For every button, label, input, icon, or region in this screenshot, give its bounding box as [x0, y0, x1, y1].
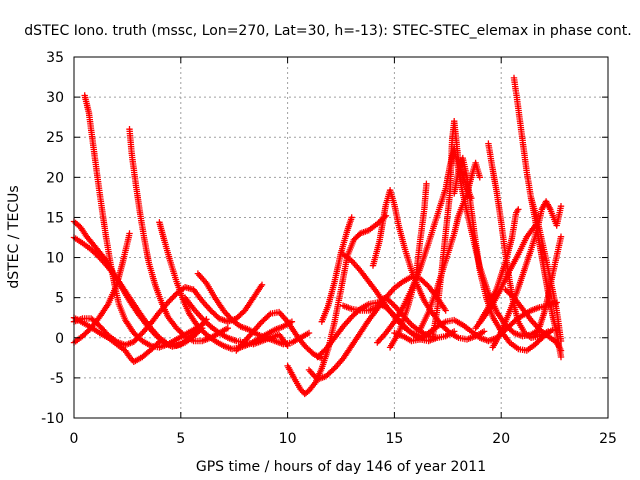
series-18	[369, 187, 488, 343]
data-point	[330, 366, 337, 373]
data-point	[480, 328, 488, 335]
y-axis-label: dSTEC / TECUs	[6, 185, 22, 288]
series-32	[502, 286, 565, 354]
plot-frame	[73, 56, 609, 419]
y-tick-label: 20	[46, 170, 64, 186]
y-tick-label: 30	[46, 90, 64, 106]
data-point	[156, 338, 163, 345]
x-tick-label: 0	[70, 431, 79, 447]
y-tick-label: 5	[55, 291, 64, 307]
data-point	[154, 339, 162, 347]
series-23	[451, 154, 556, 354]
data-point	[305, 329, 313, 337]
x-tick-label: 20	[492, 431, 510, 447]
data-point	[442, 307, 449, 314]
series-20	[386, 180, 430, 351]
y-tick-label: 35	[46, 50, 64, 66]
data-point	[258, 281, 266, 288]
data-marks	[70, 74, 565, 398]
y-tick-labels: -10 -5 0 5 10 15 20 25 30 35	[41, 50, 64, 427]
y-tick-label: 10	[46, 251, 64, 267]
y-tick-label: 0	[55, 331, 64, 347]
data-point	[348, 214, 355, 221]
data-point	[199, 321, 206, 329]
axis-ticks	[73, 56, 609, 419]
y-tick-label: 25	[46, 130, 64, 146]
series-11	[233, 308, 325, 362]
data-point	[126, 230, 133, 237]
y-tick-label: -10	[41, 411, 64, 427]
x-tick-label: 25	[599, 431, 617, 447]
series-22	[416, 159, 483, 333]
series-14	[318, 214, 355, 325]
series-8	[156, 219, 296, 353]
data-point	[95, 253, 102, 260]
data-point	[389, 301, 397, 308]
x-tick-labels: 0 5 10 15 20 25	[70, 431, 617, 447]
data-point	[557, 347, 565, 354]
data-point	[224, 325, 231, 332]
data-point	[515, 206, 522, 213]
series-31	[391, 299, 560, 345]
series-28	[476, 206, 522, 325]
data-point	[532, 222, 539, 229]
data-point	[557, 337, 565, 345]
x-tick-label: 5	[176, 431, 185, 447]
chart-title: dSTEC Iono. truth (mssc, Lon=270, Lat=30…	[24, 23, 631, 39]
series-10	[194, 270, 313, 348]
data-point	[553, 299, 560, 306]
data-point	[476, 174, 483, 181]
x-tick-label: 10	[279, 431, 297, 447]
data-point	[557, 353, 565, 361]
y-tick-label: 15	[46, 210, 64, 226]
data-point	[265, 311, 273, 319]
y-tick-label: -5	[50, 371, 64, 387]
data-point	[557, 233, 565, 240]
data-point	[557, 203, 565, 210]
data-point	[423, 180, 430, 187]
series-30	[472, 222, 539, 332]
x-tick-label: 15	[385, 431, 403, 447]
x-axis-label: GPS time / hours of day 146 of year 2011	[196, 459, 486, 475]
